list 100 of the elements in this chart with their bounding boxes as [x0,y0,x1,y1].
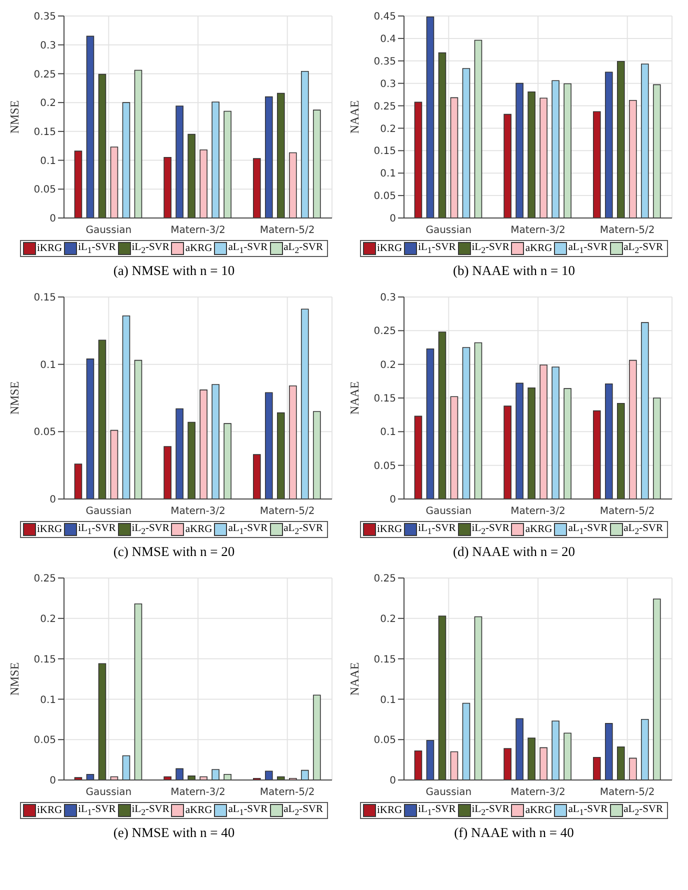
legend-label: iKRG [36,524,62,536]
y-tick-label: 0 [390,776,396,787]
y-tick-label: 0 [390,214,396,225]
y-tick-label: 0.05 [374,460,396,472]
y-tick-label: 0.15 [34,292,56,304]
y-tick-label: 0 [50,494,56,506]
y-axis-title: NAAE [347,381,362,415]
x-tick-label: Matern-5/2 [600,225,655,236]
y-tick-label: 0.15 [374,654,396,666]
legend-label: iL$_{2}$-SVR [132,804,170,818]
legend-label: iL$_{1}$-SVR [418,242,456,256]
legend-label: aKRG [525,243,552,254]
x-tick-label: Matern-5/2 [600,787,655,798]
legend-label: aL$_{1}$-SVR [568,804,608,818]
text: (a) NMSE with n = 10 [112,263,236,280]
x-tick-label: Matern-5/2 [260,506,315,518]
legend-label: aL$_{1}$-SVR [568,523,608,536]
y-tick-label: 0.15 [34,654,56,666]
text: (e) NMSE with n = 40 [112,825,236,842]
y-tick-label: 0.05 [374,735,396,746]
legend-label: iL$_{1}$-SVR [78,242,116,256]
y-tick-label: 0.05 [374,191,396,202]
y-axis-title: NMSE [7,381,22,415]
x-tick-label: Matern-5/2 [260,787,315,798]
y-tick-label: 0.3 [380,292,396,304]
text: (b) NAAE with n = 10 [452,263,576,280]
y-tick-label: 0.15 [374,146,396,158]
y-tick-label: 0.1 [380,427,396,438]
legend-label: aL$_{2}$-SVR [624,523,664,536]
y-tick-label: 0.1 [380,168,396,180]
legend-label: iKRG [376,243,402,254]
y-tick-label: 0.2 [40,98,56,110]
legend-label: aL$_{2}$-SVR [624,804,664,818]
x-tick-label: Matern-3/2 [170,506,226,518]
y-tick-label: 0.15 [34,126,56,138]
legend-label: aL$_{1}$-SVR [568,242,608,256]
x-tick-label: Gaussian [426,225,472,236]
x-tick-label: Gaussian [86,787,132,798]
x-tick-label: Matern-3/2 [510,506,566,518]
legend-label: iL$_{2}$-SVR [472,523,510,536]
text: (f) NAAE with n = 40 [453,825,575,842]
y-tick-label: 0 [50,214,56,225]
y-axis-title: NMSE [7,662,22,696]
x-tick-label: Matern-3/2 [170,787,226,798]
y-tick-label: 0.1 [40,156,56,167]
legend-label: aL$_{2}$-SVR [624,242,664,256]
legend-label: iL$_{2}$-SVR [132,523,170,536]
y-tick-label: 0.05 [34,427,56,438]
x-tick-label: Matern-5/2 [260,225,315,236]
x-tick-label: Gaussian [426,787,472,798]
y-tick-label: 0.45 [374,12,396,23]
y-tick-label: 0.25 [34,69,56,80]
y-tick-label: 0 [50,776,56,787]
legend-label: iKRG [36,243,62,254]
y-tick-label: 0.25 [374,101,396,112]
y-tick-label: 0.1 [40,694,56,706]
x-tick-label: Matern-5/2 [600,506,655,518]
legend-label: aKRG [185,243,212,254]
legend-label: aL$_{2}$-SVR [284,523,324,536]
legend-label: iL$_{2}$-SVR [472,242,510,256]
y-tick-label: 0.05 [34,184,56,196]
y-axis-title: NMSE [7,100,22,134]
y-tick-label: 0.4 [380,34,396,45]
y-tick-label: 0.3 [40,40,56,52]
y-tick-label: 0.15 [374,394,396,405]
legend-label: aL$_{1}$-SVR [228,804,268,818]
x-tick-label: Matern-3/2 [510,787,566,798]
x-tick-label: Gaussian [86,506,132,518]
x-tick-label: Gaussian [426,506,472,518]
y-tick-label: 0.25 [34,574,56,585]
y-tick-label: 0.1 [380,694,396,706]
legend-label: iL$_{1}$-SVR [78,523,116,536]
legend-label: iL$_{2}$-SVR [472,804,510,818]
legend-label: iL$_{1}$-SVR [418,523,456,536]
text: (d) NAAE with n = 20 [452,544,576,560]
y-tick-label: 0.35 [374,56,396,68]
legend-label: aL$_{1}$-SVR [228,242,268,256]
y-tick-label: 0.25 [374,574,396,585]
y-axis-title: NAAE [347,662,362,696]
legend-label: aKRG [525,805,552,816]
y-tick-label: 0.2 [380,124,396,135]
y-tick-label: 0.3 [380,78,396,90]
y-tick-label: 0.05 [34,735,56,746]
x-tick-label: Gaussian [86,225,132,236]
legend-label: iL$_{1}$-SVR [78,804,116,818]
legend-label: aKRG [185,805,212,816]
legend-label: aKRG [185,524,212,536]
legend-label: aL$_{2}$-SVR [284,242,324,256]
legend-label: aL$_{1}$-SVR [228,523,268,536]
legend-label: iKRG [376,805,402,816]
y-tick-label: 0.1 [40,360,56,371]
y-tick-label: 0.2 [380,614,396,626]
legend-label: aL$_{2}$-SVR [284,804,324,818]
y-tick-label: 0.2 [380,360,396,371]
x-tick-label: Matern-3/2 [170,225,226,236]
y-tick-label: 0.25 [374,326,396,338]
y-tick-label: 0.2 [40,614,56,626]
x-tick-label: Matern-3/2 [510,225,566,236]
legend-label: iL$_{1}$-SVR [418,804,456,818]
text: (c) NMSE with n = 20 [112,544,236,560]
